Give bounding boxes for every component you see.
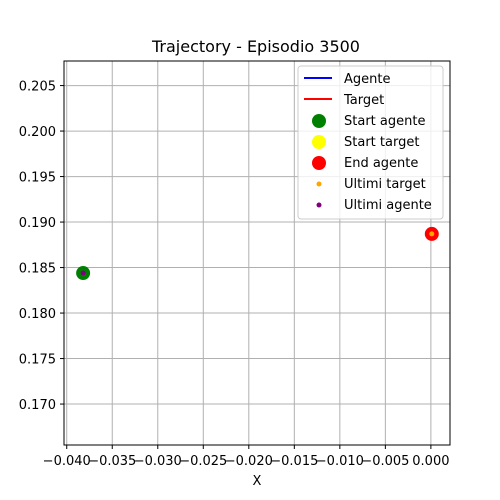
y-tick-label: 0.200: [19, 125, 56, 140]
ultimi-agente-point: [80, 270, 86, 276]
y-tick-label: 0.170: [19, 398, 56, 413]
legend-label-ultimi-target: Ultimi target: [344, 177, 426, 192]
plot-data: [76, 226, 439, 281]
legend-label-start-agente: Start agente: [344, 114, 425, 129]
legend-swatch-start-target: [312, 135, 326, 149]
x-axis-label: X: [253, 474, 262, 489]
x-tick-label: −0.030: [134, 454, 182, 469]
chart-title: Trajectory - Episodio 3500: [151, 37, 360, 56]
y-tick-label: 0.190: [19, 216, 56, 231]
legend-label-start-target: Start target: [344, 135, 419, 150]
y-tick-label: 0.175: [19, 353, 56, 368]
x-tick-label: −0.020: [225, 454, 273, 469]
legend-swatch-start-agente: [312, 114, 326, 128]
y-axis-ticks: 0.170 0.175 0.180 0.185 0.190 0.195 0.200 0.205: [19, 80, 64, 413]
x-tick-label: −0.010: [316, 454, 364, 469]
x-tick-label: −0.025: [179, 454, 227, 469]
x-tick-label: −0.035: [88, 454, 136, 469]
x-tick-label: −0.015: [270, 454, 318, 469]
legend-swatch-end-agente: [312, 156, 326, 170]
legend-box: [297, 65, 444, 220]
legend-swatch-ultimi-agente: [316, 202, 322, 208]
ultimi-target-point: [429, 231, 435, 237]
legend-swatch-ultimi-target: [316, 181, 322, 187]
y-tick-label: 0.205: [19, 80, 56, 95]
legend-label-ultimi-agente: Ultimi agente: [344, 198, 432, 213]
x-tick-label: 0.000: [412, 454, 449, 469]
legend: Agente Target Start agente Start target End …: [297, 65, 444, 220]
x-axis-ticks: −0.040−0.035−0.030−0.025−0.020−0.015−0.0…: [43, 445, 449, 469]
x-tick-label: −0.005: [361, 454, 409, 469]
x-tick-label: −0.040: [43, 454, 91, 469]
y-tick-label: 0.185: [19, 262, 56, 277]
plot-frame: [63, 60, 451, 446]
y-tick-label: 0.180: [19, 307, 56, 322]
legend-label-end-agente: End agente: [344, 156, 418, 171]
y-tick-label: 0.195: [19, 171, 56, 186]
legend-label-target: Target: [343, 93, 384, 108]
legend-label-agente: Agente: [344, 72, 390, 87]
